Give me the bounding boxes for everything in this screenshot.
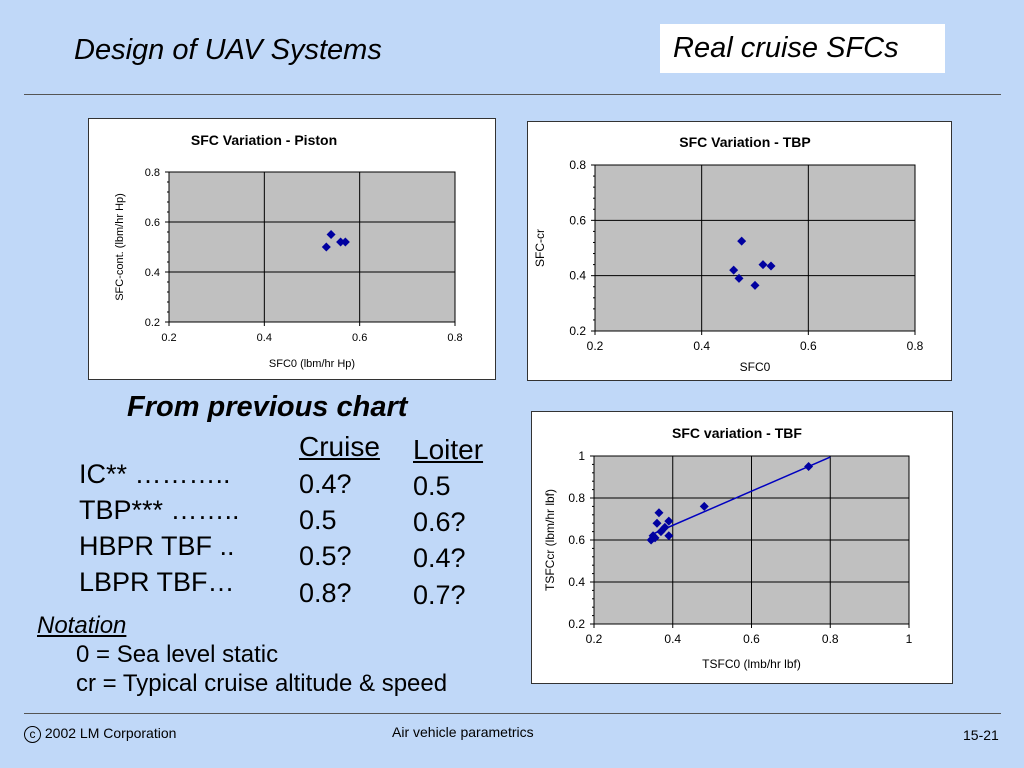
data-point	[660, 522, 670, 532]
x-tick-label: 0.4	[257, 332, 272, 344]
x-tick-label: 0.6	[743, 632, 760, 646]
x-axis-label: SFC0 (lbm/hr Hp)	[269, 358, 355, 370]
trendline	[650, 456, 831, 536]
y-tick-label: 0.6	[569, 213, 586, 227]
row-label-ic: IC** ………..	[79, 459, 231, 489]
y-tick-label: 0.8	[569, 158, 586, 172]
slide-title: Design of UAV Systems	[74, 34, 382, 66]
x-tick-label: 0.6	[352, 332, 367, 344]
x-axis-label: TSFC0 (lmb/hr lbf)	[702, 657, 801, 671]
y-tick-label: 0.2	[569, 324, 586, 338]
cell-tbp-loiter: 0.6?	[413, 507, 466, 537]
data-point	[729, 265, 739, 275]
x-tick-label: 0.2	[586, 632, 603, 646]
plot-area	[594, 164, 916, 332]
data-point	[652, 518, 662, 528]
row-label-hbpr-tbf: HBPR TBF ..	[79, 531, 235, 561]
data-point	[664, 516, 674, 526]
cell-ic-cruise: 0.4?	[299, 469, 352, 499]
footer-page-number: 15-21	[963, 727, 999, 743]
chart-tbp: 0.2 0.4 0.6 0.8 0.2 0.4 0.6 0.8 SFC Variation - …	[527, 121, 952, 381]
slide-subtitle: Real cruise SFCs	[673, 32, 899, 64]
cell-hbpr-loiter: 0.4?	[413, 543, 466, 573]
y-tick-label: 0.4	[569, 269, 586, 283]
data-point	[750, 280, 760, 290]
cell-tbp-cruise: 0.5	[299, 505, 337, 535]
cell-ic-loiter: 0.5	[413, 471, 451, 501]
x-axis-label: SFC0	[740, 360, 771, 374]
data-point	[656, 527, 666, 537]
chart-tbf: 0.2 0.4 0.6 0.8 1 0.2 0.4 0.6 0.8 1 SFC variation …	[531, 411, 953, 684]
y-tick-label: 0.4	[145, 267, 160, 279]
data-point	[804, 462, 814, 471]
y-tick-label: 0.4	[568, 575, 585, 589]
copyright-text: 2002 LM Corporation	[44, 725, 177, 741]
data-point	[326, 230, 336, 239]
data-point	[321, 242, 331, 252]
data-point	[340, 237, 350, 247]
data-point	[336, 237, 346, 247]
x-tick-label: 0.6	[800, 339, 817, 353]
column-header-cruise: Cruise	[299, 431, 380, 462]
subtitle-box: Real cruise SFCs	[660, 24, 945, 73]
chart-title: SFC Variation - Piston	[191, 132, 337, 148]
x-tick-label: 0.2	[161, 332, 176, 344]
notation-heading: Notation	[37, 612, 127, 639]
x-tick-label: 0.4	[664, 632, 681, 646]
chart-tbf-svg: 0.2 0.4 0.6 0.8 1 0.2 0.4 0.6 0.8 1 SFC variation …	[543, 425, 913, 671]
y-tick-label: 0.2	[145, 317, 160, 329]
data-point	[650, 533, 660, 543]
data-point	[734, 273, 744, 283]
x-tick-label: 0.4	[693, 339, 710, 353]
chart-piston: 0.2 0.4 0.6 0.8 0.2 0.4 0.6 0.8 SFC Variation - …	[88, 118, 496, 380]
footer-center: Air vehicle parametrics	[392, 724, 534, 740]
data-point	[699, 501, 709, 511]
x-tick-label: 1	[906, 632, 913, 646]
y-tick-label: 0.2	[568, 617, 585, 631]
cell-lbpr-cruise: 0.8?	[299, 578, 352, 608]
chart-piston-svg: 0.2 0.4 0.6 0.8 0.2 0.4 0.6 0.8 SFC Variation - …	[114, 132, 463, 370]
notation-line-cruise: cr = Typical cruise altitude & speed	[76, 670, 448, 697]
data-point	[758, 260, 768, 270]
chart-title: SFC Variation - TBP	[679, 134, 810, 150]
x-tick-label: 0.2	[587, 339, 604, 353]
y-axis-label: SFC-cr	[533, 229, 547, 267]
data-point	[654, 508, 664, 518]
data-point	[664, 531, 674, 541]
y-tick-label: 0.8	[568, 491, 585, 505]
row-label-tbp: TBP*** ……..	[79, 495, 240, 525]
data-point	[737, 236, 747, 246]
x-tick-label: 0.8	[447, 332, 462, 344]
column-header-loiter: Loiter	[413, 434, 484, 465]
y-tick-label: 0.6	[568, 533, 585, 547]
chart-tbp-svg: 0.2 0.4 0.6 0.8 0.2 0.4 0.6 0.8 SFC Variation - …	[533, 134, 924, 374]
chart-title: SFC variation - TBF	[672, 425, 802, 441]
table-heading: From previous chart	[127, 391, 408, 423]
y-axis-label: TSFCcr (lbm/hr lbf)	[543, 489, 557, 591]
plot-area	[168, 171, 456, 323]
x-tick-label: 0.8	[822, 632, 839, 646]
footer-copyright: c 2002 LM Corporation	[24, 725, 176, 743]
cell-hbpr-cruise: 0.5?	[299, 541, 352, 571]
data-point	[766, 261, 776, 271]
row-label-lbpr-tbf: LBPR TBF…	[79, 567, 235, 597]
y-tick-label: 0.6	[145, 217, 160, 229]
header-divider	[24, 94, 1001, 95]
y-axis-label: SFC-cont. (lbm/hr Hp)	[114, 193, 126, 301]
copyright-icon: c	[24, 725, 41, 743]
notation-line-sea-level: 0 = Sea level static	[76, 641, 279, 668]
footer-divider	[24, 713, 1001, 714]
y-tick-label: 0.8	[145, 167, 160, 179]
cell-lbpr-loiter: 0.7?	[413, 580, 466, 610]
x-tick-label: 0.8	[907, 339, 924, 353]
y-tick-label: 1	[578, 449, 585, 463]
